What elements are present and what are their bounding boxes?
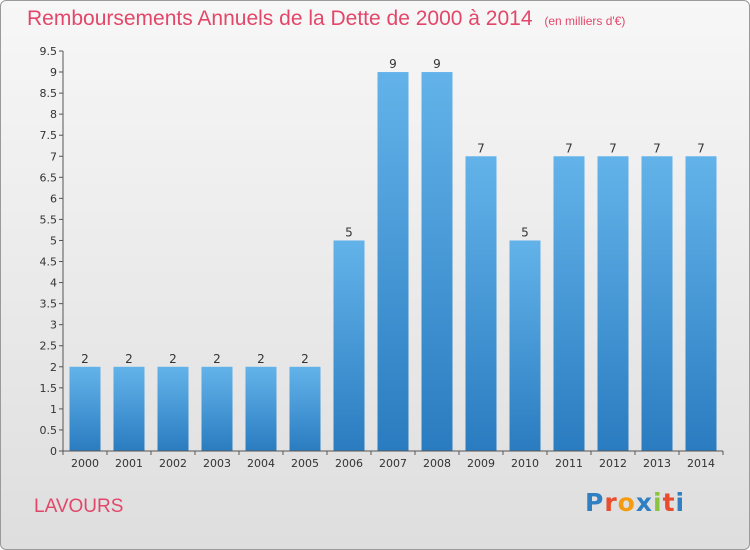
x-tick-label: 2000 [71,457,99,470]
y-tick-label: 4.5 [40,256,58,269]
bar-value-label: 5 [345,225,353,239]
bar-value-label: 2 [81,352,89,366]
x-axis: 2000 2001 2002 2003 2004 2005 2006 2007 2008 2009… [62,450,724,470]
x-tick-label: 2002 [159,457,187,470]
y-tick-label: 8.5 [40,87,58,100]
chart-title-text: Remboursements Annuels de la Dette de 20… [27,7,533,30]
y-tick-label: 6 [50,192,57,205]
bar-2008 [421,72,453,451]
chart-title: Remboursements Annuels de la Dette de 20… [27,7,625,31]
x-tick-label: 2013 [643,457,671,470]
logo-letter: o [617,488,636,517]
x-tick-label: 2004 [247,457,275,470]
bar-2006 [333,240,365,451]
bar-2013 [641,156,673,451]
bar-2010 [509,240,541,451]
y-tick-label: 7 [50,150,57,163]
logo-letter: i [653,488,663,517]
bar-value-label: 2 [169,352,177,366]
bar-value-label: 7 [565,141,573,155]
logo-letter: i [675,488,686,517]
bar-2014 [685,156,717,451]
bar-2011 [553,156,585,451]
logo-letter: r [604,488,618,517]
x-tick-label: 2008 [423,457,451,470]
y-tick-label: 1.5 [40,382,58,395]
bar-value-label: 2 [125,352,133,366]
y-tick-label: 8 [50,108,57,121]
bar-2009 [465,156,497,451]
bar-2005 [289,366,321,451]
x-tick-label: 2012 [599,457,627,470]
bar-value-label: 5 [521,225,529,239]
chart-subtitle: (en milliers d'€) [544,14,626,28]
bar-value-label: 7 [609,141,617,155]
bar-2003 [201,366,233,451]
bar-2004 [245,366,277,451]
y-tick-label: 3 [50,319,57,332]
y-tick-label: 1 [50,403,57,416]
x-tick-label: 2001 [115,457,143,470]
logo-letter: x [635,488,653,517]
bar-value-label: 2 [301,352,309,366]
logo-letter: P [585,488,605,517]
x-tick-label: 2007 [379,457,407,470]
y-tick-label: 3.5 [40,298,58,311]
y-tick-label: 0.5 [40,424,58,437]
bar-2012 [597,156,629,451]
y-tick-label: 9.5 [40,45,58,58]
bar-value-label: 7 [653,141,661,155]
location-label: LAVOURS [34,496,124,517]
y-tick-label: 0 [50,445,57,458]
x-tick-label: 2005 [291,457,319,470]
bar-value-label: 7 [697,141,705,155]
x-tick-label: 2010 [511,457,539,470]
bar-2000 [69,366,101,451]
bar-value-label: 2 [213,352,221,366]
bar-value-label: 2 [257,352,265,366]
y-tick-label: 5.5 [40,213,58,226]
y-tick-label: 4 [50,277,57,290]
proxiti-logo[interactable]: Proxiti [585,488,685,517]
bar-value-label: 7 [477,141,485,155]
bar-2002 [157,366,189,451]
bars: 2 2 2 2 2 2 5 9 9 7 5 7 7 7 7 [69,57,717,451]
x-tick-label: 2003 [203,457,231,470]
y-tick-label: 2.5 [40,340,58,353]
bar-value-label: 9 [389,57,397,71]
y-tick-label: 5 [50,234,57,247]
bar-2001 [113,366,145,451]
x-tick-label: 2009 [467,457,495,470]
bar-2007 [377,72,409,451]
y-tick-label: 6.5 [40,171,58,184]
bar-value-label: 9 [433,57,441,71]
x-tick-label: 2006 [335,457,363,470]
x-tick-label: 2011 [555,457,583,470]
y-tick-label: 7.5 [40,129,58,142]
x-tick-label: 2014 [687,457,715,470]
y-tick-label: 2 [50,361,57,374]
y-axis: 0 0.5 1 1.5 2 2.5 3 3.5 4 4.5 5 5.5 6 6.5 7 7.5 8 8.5 9 9.5 [40,45,64,458]
y-tick-label: 9 [50,66,57,79]
logo-letter: t [662,488,676,517]
